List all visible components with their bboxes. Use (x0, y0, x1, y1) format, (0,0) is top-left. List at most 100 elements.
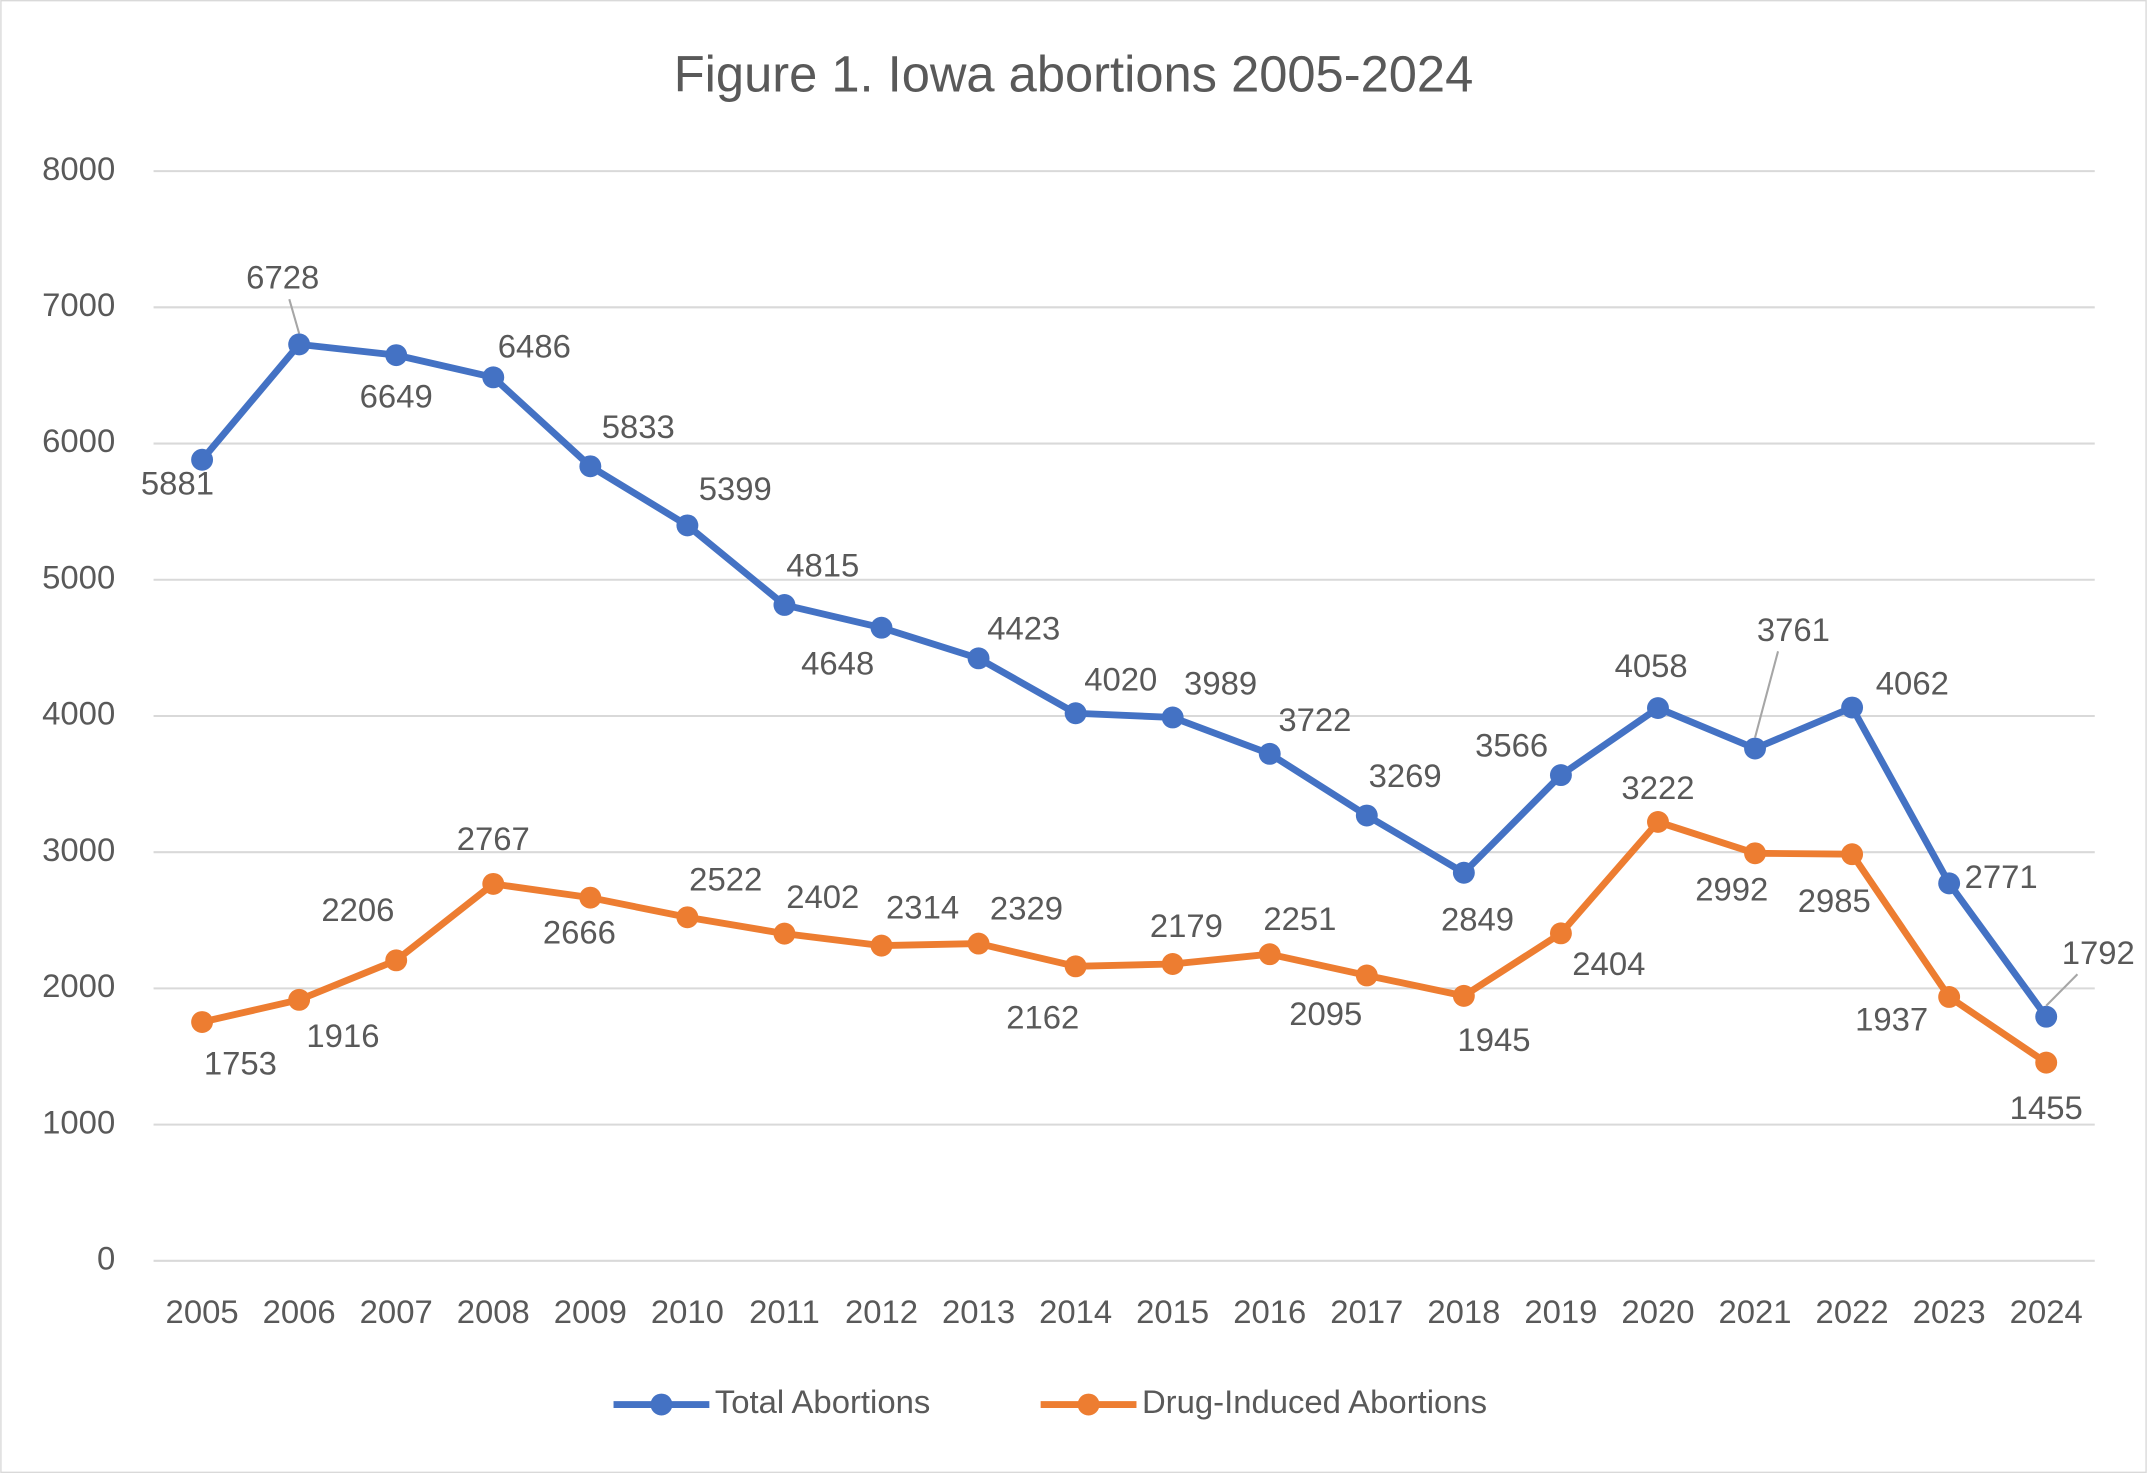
data-label: 6649 (360, 378, 433, 415)
data-point (1452, 984, 1475, 1007)
data-point (1064, 702, 1087, 725)
legend-label: Drug-Induced Abortions (1142, 1383, 1487, 1420)
data-point (2035, 1005, 2058, 1028)
series-line (201, 818, 2049, 1066)
legend-marker (1077, 1393, 1100, 1416)
y-tick-label: 1000 (42, 1103, 115, 1140)
data-label: 2162 (1006, 998, 1079, 1035)
data-point (482, 366, 505, 389)
x-tick-label: 2014 (1039, 1293, 1112, 1330)
leader-line (288, 298, 301, 334)
data-label: 2767 (457, 820, 530, 857)
x-tick-label: 2019 (1524, 1293, 1597, 1330)
data-label: 4423 (987, 610, 1060, 647)
data-label: 3269 (1369, 757, 1442, 794)
x-tick-label: 2008 (457, 1293, 530, 1330)
data-point (676, 906, 699, 929)
x-tick-label: 2006 (263, 1293, 336, 1330)
data-label: 1916 (306, 1017, 379, 1054)
y-tick-label: 4000 (42, 695, 115, 732)
x-tick-label: 2011 (749, 1293, 820, 1330)
data-label: 1945 (1457, 1021, 1530, 1058)
y-tick-label: 8000 (42, 150, 115, 187)
data-point (1647, 810, 1669, 833)
data-label: 2329 (990, 889, 1063, 926)
legend-label: Total Abortions (715, 1383, 930, 1420)
data-label: 4815 (786, 547, 859, 584)
data-label: 4062 (1876, 664, 1949, 701)
data-label: 2985 (1798, 882, 1871, 919)
data-label: 3566 (1475, 726, 1548, 763)
data-point (288, 988, 311, 1011)
y-tick-label: 6000 (42, 422, 115, 459)
data-point (1161, 953, 1184, 975)
data-point (1744, 842, 1766, 865)
data-label: 4058 (1615, 647, 1688, 684)
data-point (2035, 1051, 2058, 1074)
data-point (1744, 737, 1766, 760)
leader-line (1754, 651, 1780, 738)
data-point (1452, 861, 1475, 884)
data-label: 2314 (886, 889, 959, 926)
data-point (579, 886, 602, 909)
data-label: 1937 (1855, 1000, 1928, 1037)
data-point (1355, 804, 1378, 827)
data-point (385, 344, 408, 367)
data-point (1064, 955, 1087, 978)
data-point (482, 872, 505, 895)
data-label: 5833 (602, 408, 675, 445)
data-label: 5881 (141, 464, 214, 501)
data-point (579, 455, 602, 478)
data-label: 2251 (1263, 900, 1336, 937)
data-label: 6728 (246, 259, 319, 296)
x-tick-label: 2005 (166, 1293, 239, 1330)
data-label: 3761 (1757, 611, 1830, 648)
legend-marker (650, 1393, 673, 1416)
data-label: 2771 (1965, 858, 2038, 895)
x-tick-label: 2010 (651, 1293, 724, 1330)
data-label: 6486 (498, 327, 571, 364)
x-tick-label: 2017 (1330, 1293, 1403, 1330)
y-tick-label: 3000 (42, 831, 115, 868)
x-tick-label: 2023 (1913, 1293, 1986, 1330)
data-label: 2666 (543, 913, 616, 950)
data-label: 2404 (1572, 945, 1645, 982)
data-point (1355, 964, 1378, 987)
y-tick-label: 7000 (42, 286, 115, 323)
x-tick-label: 2009 (554, 1293, 627, 1330)
data-point (676, 514, 699, 537)
x-tick-label: 2015 (1136, 1293, 1209, 1330)
data-label: 2206 (321, 891, 394, 928)
data-point (1258, 943, 1281, 966)
x-tick-label: 2012 (845, 1293, 918, 1330)
series-line (199, 340, 2049, 1019)
x-tick-label: 2021 (1718, 1293, 1791, 1330)
x-tick-label: 2007 (360, 1293, 433, 1330)
data-point (870, 616, 893, 639)
data-label: 1753 (204, 1045, 277, 1082)
x-tick-label: 2016 (1233, 1293, 1306, 1330)
x-tick-label: 2022 (1816, 1293, 1889, 1330)
data-point (1841, 843, 1864, 866)
data-label: 5399 (699, 470, 772, 507)
y-tick-label: 0 (97, 1239, 115, 1276)
data-point (1938, 872, 1961, 895)
data-label: 2522 (689, 860, 762, 897)
data-label: 1455 (2010, 1089, 2083, 1126)
data-point (385, 949, 408, 972)
data-point (288, 333, 311, 356)
chart-title: Figure 1. Iowa abortions 2005-2024 (674, 45, 1474, 102)
data-label: 3989 (1184, 665, 1257, 702)
x-tick-label: 2020 (1621, 1293, 1694, 1330)
y-tick-label: 2000 (42, 967, 115, 1004)
data-point (967, 932, 990, 955)
data-point (870, 934, 893, 957)
data-label: 2179 (1150, 907, 1223, 944)
data-point (1161, 706, 1184, 729)
data-label: 4648 (801, 645, 874, 682)
data-point (191, 448, 214, 471)
x-tick-label: 2013 (942, 1293, 1015, 1330)
data-point (191, 1011, 214, 1033)
